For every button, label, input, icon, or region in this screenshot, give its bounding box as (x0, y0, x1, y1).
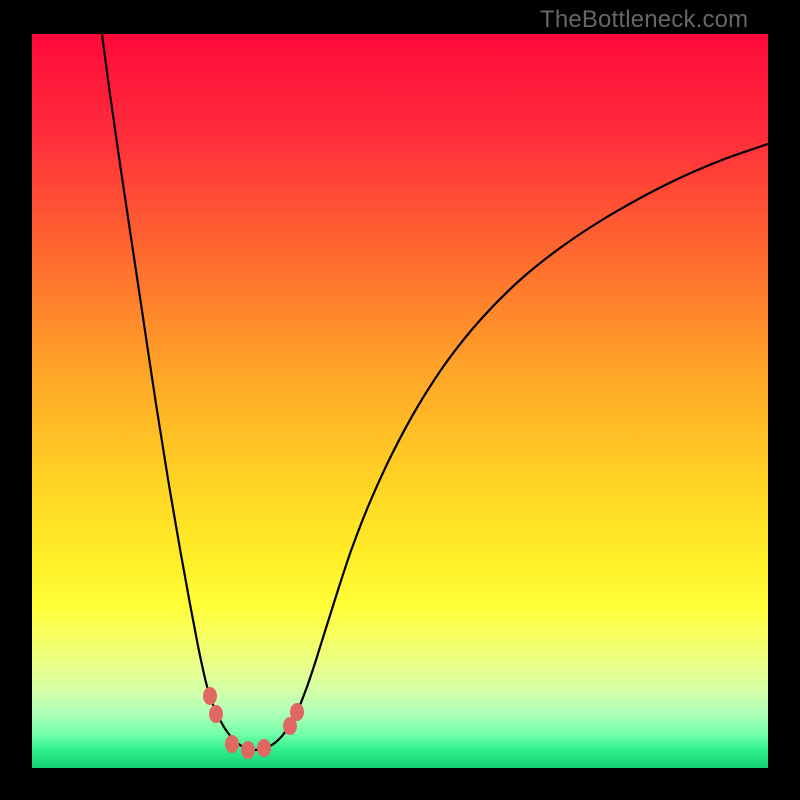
curve-marker (209, 705, 223, 723)
curve-marker (203, 687, 217, 705)
plot-svg (32, 34, 768, 768)
watermark-text: TheBottleneck.com (540, 6, 748, 34)
curve-marker (257, 739, 271, 757)
curve-marker (225, 735, 239, 753)
gradient-background (32, 34, 768, 768)
curve-marker (241, 741, 255, 759)
plot-area (32, 34, 768, 768)
curve-marker (290, 703, 304, 721)
